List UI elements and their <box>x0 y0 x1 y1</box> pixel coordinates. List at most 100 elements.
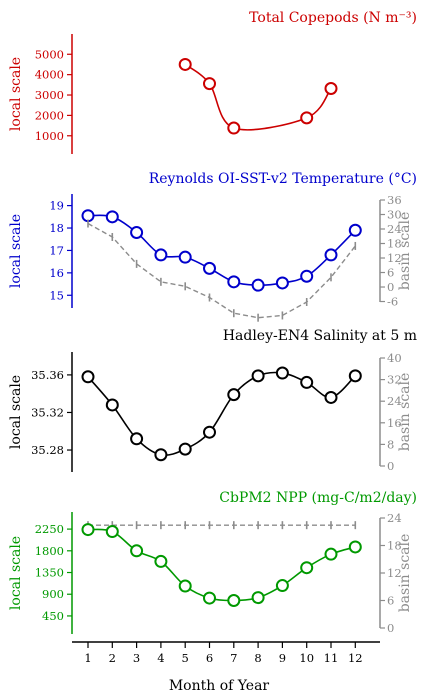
left-tick-label: 16 <box>49 266 64 280</box>
right-tick-label: 16 <box>387 416 402 430</box>
data-point <box>251 369 265 383</box>
data-point <box>348 369 362 383</box>
left-tick-label: 18 <box>49 221 64 235</box>
right-axis-label: basin scale <box>397 373 413 452</box>
left-tick-label: 17 <box>49 243 64 257</box>
data-point <box>324 547 338 561</box>
data-point <box>105 210 119 224</box>
right-tick-label: 6 <box>387 266 394 280</box>
x-tick-label: 9 <box>279 651 286 665</box>
data-point <box>300 375 314 389</box>
data-point <box>324 81 338 95</box>
right-axis-label: basin scale <box>397 212 413 291</box>
left-tick-label: 900 <box>42 587 64 601</box>
left-tick-label: 2000 <box>35 108 64 122</box>
data-point <box>130 432 144 446</box>
left-tick-label: 1800 <box>35 544 64 558</box>
left-axis-label: local scale <box>8 57 24 131</box>
data-point <box>130 226 144 240</box>
data-point <box>178 250 192 264</box>
x-axis-label: Month of Year <box>169 678 270 694</box>
x-tick-label: 3 <box>133 651 140 665</box>
data-point <box>300 269 314 283</box>
data-point <box>227 121 241 135</box>
data-point <box>154 448 168 462</box>
data-point <box>154 554 168 568</box>
right-tick-label: 24 <box>387 394 402 408</box>
x-tick-label: 1 <box>84 651 91 665</box>
left-tick-label: 35.28 <box>31 443 64 457</box>
data-point <box>178 579 192 593</box>
x-tick-label: 8 <box>254 651 261 665</box>
left-tick-label: 5000 <box>35 47 64 61</box>
right-tick-label: 8 <box>387 437 394 451</box>
x-tick-label: 4 <box>157 651 164 665</box>
data-point <box>275 579 289 593</box>
data-point <box>203 261 216 275</box>
x-axis: 1 2 3 4 5 6 7 8 9 10 11 12 <box>72 641 380 665</box>
right-tick-label: 30 <box>387 208 402 222</box>
x-tick-label: 5 <box>182 651 189 665</box>
data-point <box>81 523 95 537</box>
panel-3: Hadley-EN4 Salinity at 5 m 35.28 35.32 35.3… <box>8 328 417 530</box>
data-point <box>227 594 241 607</box>
left-tick-label: 19 <box>49 199 64 213</box>
left-tick-label: 2250 <box>35 522 64 536</box>
panel-1: Total Copepods (N m⁻³) 1000 2000 3000 4000 50… <box>8 10 417 154</box>
right-tick-label: 6 <box>387 594 394 608</box>
right-tick-label: 12 <box>387 251 402 265</box>
panel-2: Reynolds OI-SST-v2 Temperature (°C) 15 16 1… <box>8 171 417 322</box>
basin-series-line <box>87 222 356 319</box>
series-line <box>87 371 356 456</box>
left-tick-label: 3000 <box>35 88 64 102</box>
panel-4: CbPM2 NPP (mg-C/m2/day) 450 900 1350 1800 225… <box>8 490 417 635</box>
right-tick-label: 18 <box>387 539 402 553</box>
data-point <box>300 111 314 125</box>
right-axis-label: basin scale <box>397 534 413 613</box>
right-tick-label: 0 <box>387 621 394 635</box>
x-tick-label: 10 <box>299 651 314 665</box>
left-tick-label: 35.36 <box>31 368 64 382</box>
right-tick-label: 12 <box>387 566 402 580</box>
right-tick-label: 24 <box>387 222 402 236</box>
x-tick-label: 6 <box>206 651 213 665</box>
left-tick-label: 1000 <box>35 129 64 143</box>
panel-title: Hadley-EN4 Salinity at 5 m <box>223 328 417 344</box>
data-point <box>275 276 289 290</box>
x-tick-label: 12 <box>348 651 363 665</box>
series-line <box>87 214 356 287</box>
panel-title: Reynolds OI-SST-v2 Temperature (°C) <box>149 171 417 187</box>
data-point <box>251 278 265 292</box>
series-line <box>87 528 356 602</box>
data-point <box>227 275 241 289</box>
right-tick-label: 40 <box>387 351 402 365</box>
data-point <box>178 442 192 456</box>
x-tick-label: 11 <box>324 651 339 665</box>
left-tick-label: 15 <box>49 288 64 302</box>
right-tick-label: 24 <box>387 511 402 525</box>
data-point <box>130 544 144 558</box>
data-point <box>81 370 95 384</box>
left-tick-label: 4000 <box>35 68 64 82</box>
right-tick-label: 32 <box>387 373 402 387</box>
panel-title: Total Copepods (N m⁻³) <box>249 10 417 26</box>
data-point <box>324 390 338 404</box>
x-tick-label: 2 <box>109 651 116 665</box>
right-tick-label: 36 <box>387 193 402 207</box>
data-point <box>203 591 216 605</box>
left-axis-label: local scale <box>8 375 24 449</box>
data-point <box>251 591 265 605</box>
left-tick-label: 1350 <box>35 566 64 580</box>
panel-title: CbPM2 NPP (mg-C/m2/day) <box>219 490 417 506</box>
data-point <box>348 540 362 554</box>
right-tick-label: 18 <box>387 237 402 251</box>
left-tick-label: 450 <box>42 609 64 623</box>
data-point <box>227 388 241 402</box>
right-tick-label: 0 <box>387 459 394 473</box>
x-tick-label: 7 <box>230 651 237 665</box>
data-point <box>203 77 216 91</box>
left-tick-label: 35.32 <box>31 405 64 419</box>
data-point <box>105 525 119 539</box>
right-tick-label: -6 <box>387 295 398 309</box>
